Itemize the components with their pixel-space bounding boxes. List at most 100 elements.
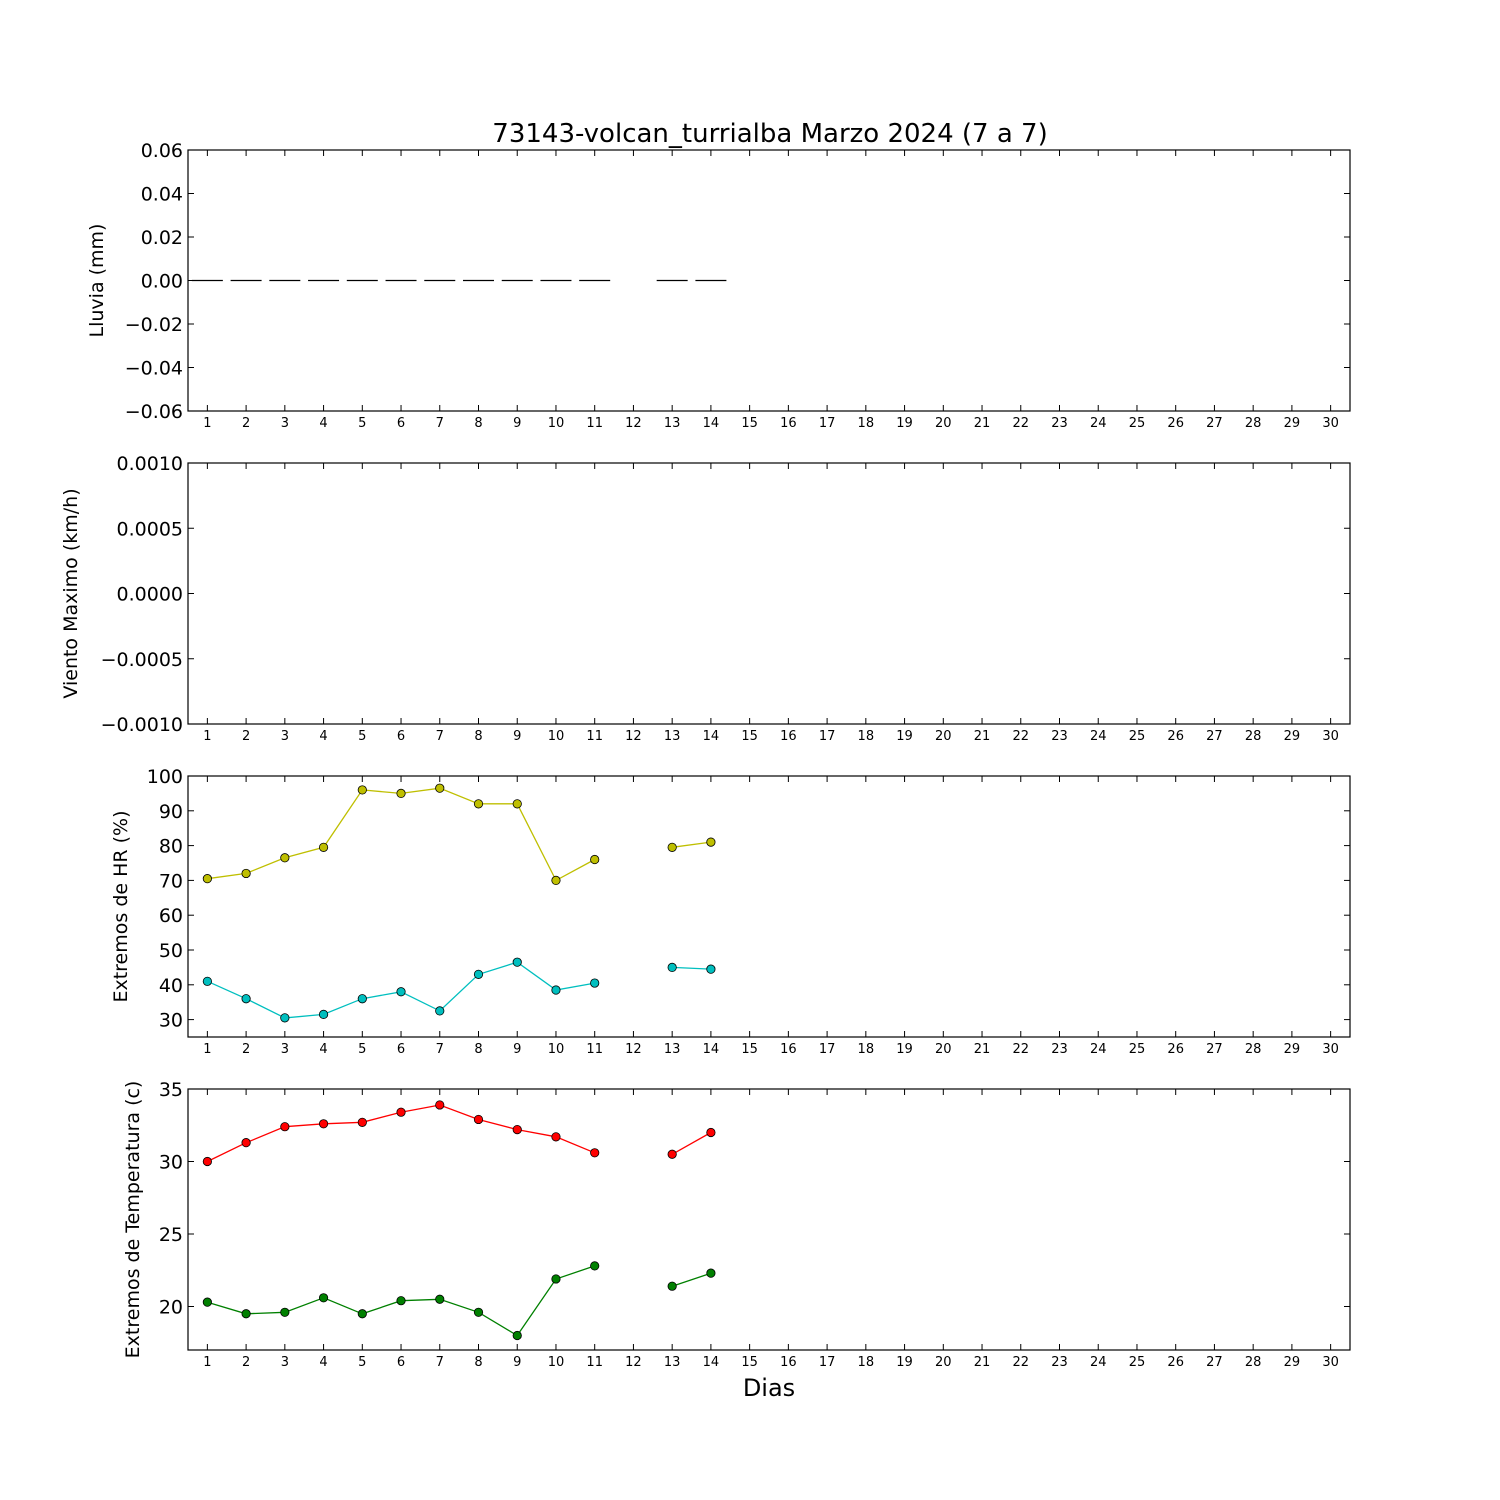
data-point (202, 1297, 212, 1307)
series-line (207, 787, 596, 882)
y-tick-label: 90 (159, 801, 183, 823)
x-tick-label: 17 (819, 1042, 836, 1057)
x-tick-label: 24 (1090, 1042, 1107, 1057)
series-line (671, 1272, 712, 1287)
x-tick-label: 27 (1206, 1355, 1223, 1370)
x-tick-label: 15 (741, 1042, 758, 1057)
x-tick-label: 16 (780, 1355, 797, 1370)
x-tick-label: 21 (974, 416, 991, 431)
x-tick-label: 21 (974, 1042, 991, 1057)
y-axis-label: Extremos de HR (%) (110, 810, 132, 1002)
series-1 (202, 1261, 716, 1341)
y-tick-label: 0.02 (141, 227, 183, 249)
x-tick-label: 13 (664, 1042, 681, 1057)
x-tick-label: 9 (513, 1355, 521, 1370)
x-tick-label: 19 (896, 416, 913, 431)
data-point (473, 799, 484, 809)
data-point (590, 978, 600, 988)
data-point (667, 1149, 677, 1159)
x-tick-label: 8 (474, 1042, 482, 1057)
x-tick-label: 18 (858, 416, 875, 431)
data-point (512, 1330, 522, 1341)
x-tick-label: 12 (625, 1042, 642, 1057)
x-tick-label: 2 (242, 729, 250, 744)
data-point (667, 1281, 677, 1291)
data-point (590, 854, 600, 865)
data-point (706, 1268, 716, 1278)
data-point (512, 799, 522, 809)
x-tick-label: 19 (896, 729, 913, 744)
x-tick-label: 23 (1051, 729, 1068, 744)
x-tick-label: 26 (1167, 416, 1184, 431)
x-tick-label: 8 (474, 416, 482, 431)
x-tick-label: 3 (281, 1355, 289, 1370)
y-tick-label: 0.00 (141, 271, 183, 293)
x-tick-label: 17 (819, 729, 836, 744)
series-line (671, 1131, 712, 1155)
data-point (435, 1294, 445, 1304)
data-point (357, 1309, 367, 1319)
series-0 (202, 783, 716, 886)
y-axis-label: Extremos de Temperatura (c) (122, 1081, 144, 1359)
x-tick-label: 27 (1206, 1042, 1223, 1057)
x-tick-label: 14 (703, 416, 720, 431)
y-tick-label: −0.02 (125, 314, 183, 336)
x-tick-label: 18 (858, 729, 875, 744)
x-tick-label: 9 (513, 416, 521, 431)
x-tick-label: 25 (1129, 416, 1146, 431)
x-tick-label: 2 (242, 416, 250, 431)
x-tick-label: 4 (319, 416, 327, 431)
x-tick-label: 27 (1206, 416, 1223, 431)
data-point (318, 1119, 329, 1129)
x-tick-label: 10 (548, 1355, 565, 1370)
x-tick-label: 20 (935, 1355, 952, 1370)
x-tick-label: 15 (741, 1355, 758, 1370)
x-tick-label: 30 (1322, 416, 1339, 431)
x-tick-label: 29 (1284, 1042, 1301, 1057)
x-tick-label: 25 (1129, 1355, 1146, 1370)
y-tick-label: 80 (159, 836, 183, 858)
x-tick-label: 5 (358, 416, 366, 431)
data-point (667, 962, 677, 973)
x-tick-label: 30 (1322, 729, 1339, 744)
x-tick-label: 22 (1012, 729, 1029, 744)
x-tick-label: 11 (586, 1042, 603, 1057)
x-tick-label: 11 (586, 416, 603, 431)
data-point (202, 1156, 212, 1167)
x-tick-label: 28 (1245, 1355, 1262, 1370)
x-tick-label: 3 (281, 416, 289, 431)
data-point (473, 1114, 484, 1125)
x-tick-label: 25 (1129, 1042, 1146, 1057)
y-tick-label: 20 (159, 1297, 183, 1319)
data-point (318, 1009, 329, 1019)
x-tick-label: 9 (513, 1042, 521, 1057)
x-tick-label: 23 (1051, 1355, 1068, 1370)
data-point (435, 1100, 445, 1110)
y-tick-label: 60 (159, 905, 183, 927)
x-tick-label: 10 (548, 1042, 565, 1057)
x-tick-label: 29 (1284, 416, 1301, 431)
data-point (706, 837, 716, 847)
data-point (357, 785, 367, 795)
x-tick-label: 29 (1284, 729, 1301, 744)
data-point (280, 853, 290, 863)
x-tick-label: 24 (1090, 1355, 1107, 1370)
y-tick-label: −0.0005 (101, 649, 183, 671)
x-tick-label: 14 (703, 729, 720, 744)
x-tick-label: 15 (741, 416, 758, 431)
data-point (396, 788, 406, 799)
data-point (202, 874, 212, 884)
x-tick-label: 14 (703, 1355, 720, 1370)
x-tick-label: 22 (1012, 416, 1029, 431)
x-tick-label: 27 (1206, 729, 1223, 744)
x-tick-label: 10 (548, 416, 565, 431)
x-tick-label: 5 (358, 1042, 366, 1057)
x-tick-label: 7 (436, 1355, 444, 1370)
x-tick-label: 3 (281, 729, 289, 744)
x-tick-label: 5 (358, 729, 366, 744)
data-point (551, 875, 561, 886)
x-tick-label: 20 (935, 1042, 952, 1057)
